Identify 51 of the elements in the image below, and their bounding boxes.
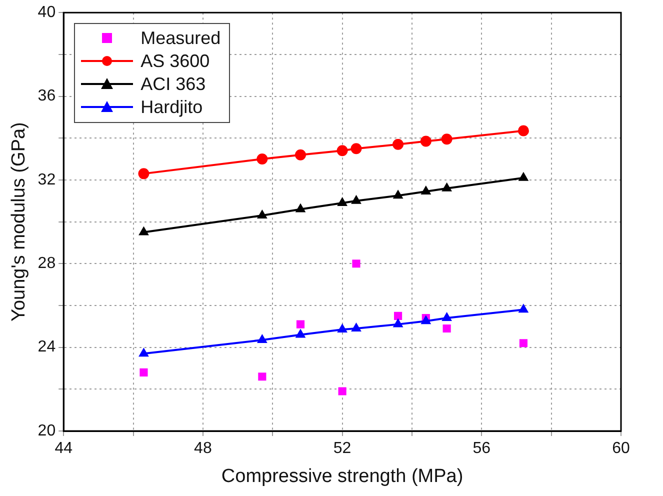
- point: [393, 318, 403, 328]
- point: [352, 260, 360, 268]
- y-tick-label: 20: [38, 422, 56, 440]
- point: [138, 226, 149, 236]
- point: [350, 143, 362, 154]
- point: [296, 329, 306, 338]
- x-tick-label: 56: [472, 440, 491, 458]
- point: [394, 312, 402, 320]
- y-tick-label: 28: [38, 255, 56, 272]
- y-tick-label: 40: [38, 4, 56, 22]
- point: [138, 168, 150, 180]
- point: [140, 368, 148, 376]
- x-axis-title: Compressive strength (MPa): [221, 466, 464, 487]
- legend-label: ACI 363: [140, 74, 206, 95]
- point: [337, 197, 348, 206]
- point: [442, 324, 451, 333]
- point: [441, 134, 452, 145]
- point: [296, 320, 305, 328]
- point: [393, 190, 403, 199]
- point: [518, 125, 529, 136]
- x-tick-label: 48: [194, 440, 212, 458]
- y-tick-label: 36: [38, 88, 56, 105]
- point: [258, 372, 266, 381]
- y-tick-label: 32: [38, 171, 56, 188]
- point: [351, 322, 362, 332]
- point: [518, 304, 528, 313]
- point: [294, 149, 306, 160]
- point: [256, 154, 268, 165]
- point: [257, 334, 267, 343]
- point: [421, 186, 431, 194]
- point: [519, 339, 528, 348]
- x-tick-label: 60: [612, 440, 630, 458]
- point: [336, 145, 348, 156]
- point: [392, 138, 404, 150]
- point: [351, 195, 362, 204]
- legend-label: AS 3600: [140, 50, 210, 72]
- point: [420, 136, 432, 147]
- y-axis-title: Young's modulus (GPa): [8, 122, 30, 322]
- legend-label: Measured: [140, 28, 221, 49]
- point: [518, 172, 528, 181]
- point: [257, 210, 267, 219]
- point: [442, 312, 452, 322]
- x-tick-label: 44: [54, 440, 73, 458]
- point: [296, 204, 306, 212]
- y-tick-label: 24: [38, 338, 56, 356]
- point: [337, 324, 348, 333]
- point: [442, 182, 452, 192]
- legend-label: Hardjito: [140, 96, 203, 118]
- point: [138, 348, 149, 357]
- x-tick-label: 52: [333, 440, 352, 458]
- point: [338, 387, 346, 396]
